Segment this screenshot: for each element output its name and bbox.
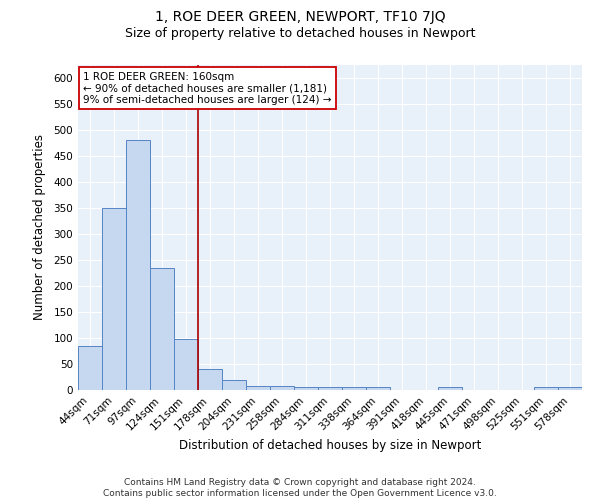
Bar <box>174 339 198 390</box>
Bar <box>294 388 318 390</box>
Bar <box>78 346 102 390</box>
Bar <box>246 386 270 390</box>
Bar <box>342 388 366 390</box>
Bar <box>126 140 150 390</box>
Bar <box>438 388 462 390</box>
Bar <box>558 388 582 390</box>
Bar <box>150 268 174 390</box>
Bar <box>534 388 558 390</box>
X-axis label: Distribution of detached houses by size in Newport: Distribution of detached houses by size … <box>179 438 481 452</box>
Bar <box>270 386 294 390</box>
Bar <box>318 388 342 390</box>
Text: Size of property relative to detached houses in Newport: Size of property relative to detached ho… <box>125 28 475 40</box>
Text: Contains HM Land Registry data © Crown copyright and database right 2024.
Contai: Contains HM Land Registry data © Crown c… <box>103 478 497 498</box>
Bar <box>102 208 126 390</box>
Y-axis label: Number of detached properties: Number of detached properties <box>34 134 46 320</box>
Bar <box>366 388 390 390</box>
Bar <box>198 369 222 390</box>
Bar <box>222 380 246 390</box>
Text: 1, ROE DEER GREEN, NEWPORT, TF10 7JQ: 1, ROE DEER GREEN, NEWPORT, TF10 7JQ <box>155 10 445 24</box>
Text: 1 ROE DEER GREEN: 160sqm
← 90% of detached houses are smaller (1,181)
9% of semi: 1 ROE DEER GREEN: 160sqm ← 90% of detach… <box>83 72 332 104</box>
